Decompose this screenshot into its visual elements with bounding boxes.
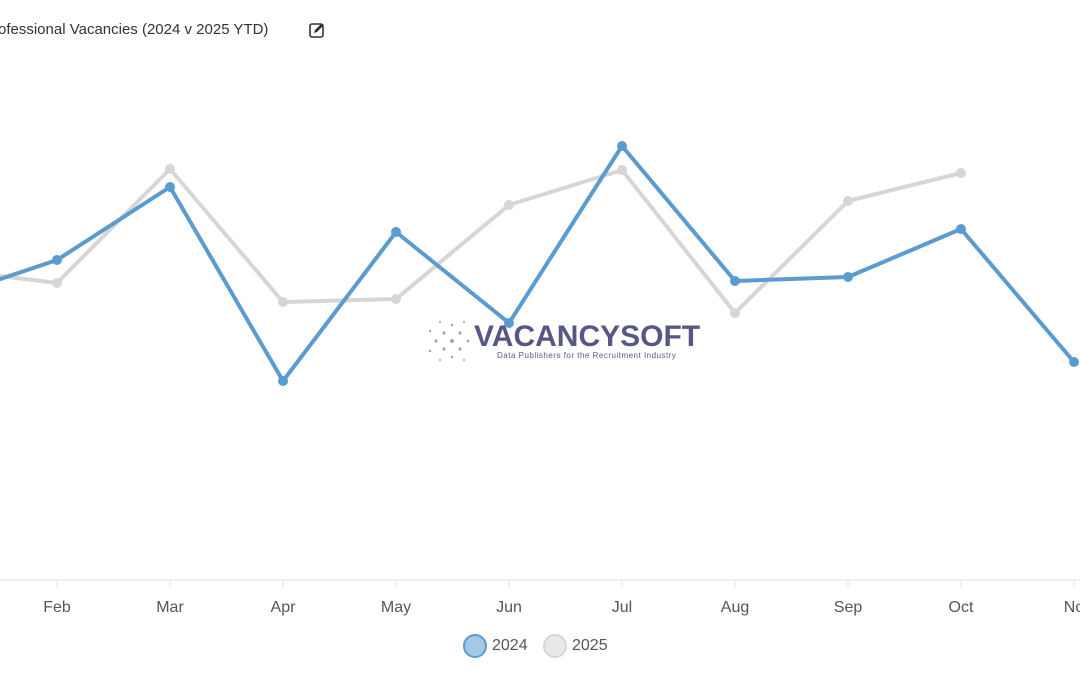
data-point [1069,357,1079,367]
legend-swatch [543,634,567,658]
data-point [617,165,627,175]
data-point [504,318,514,328]
data-point [391,227,401,237]
data-point [956,168,966,178]
x-tick-label: Mar [156,599,184,616]
legend-label: 2025 [572,637,608,654]
data-point [504,200,514,210]
x-tick-label: Jun [496,599,522,616]
data-point [278,376,288,386]
data-point [843,272,853,282]
data-point [730,308,740,318]
legend-swatch [463,634,487,658]
data-point [165,182,175,192]
data-point [617,141,627,151]
data-point [956,224,966,234]
x-tick-label: May [381,599,411,616]
watermark-tagline: Data Publishers for the Recruitment Indu… [497,351,676,360]
data-point [391,294,401,304]
x-tick-label: Jul [612,599,632,616]
data-point [52,278,62,288]
x-tick-label: Apr [271,599,297,616]
data-point [843,196,853,206]
data-point [165,164,175,174]
data-point [52,255,62,265]
x-tick-label: Oct [949,599,974,616]
chart-title: ofessional Vacancies (2024 v 2025 YTD) [0,21,268,38]
legend-label: 2024 [492,637,528,654]
data-point [278,297,288,307]
x-tick-label: Feb [43,599,71,616]
edit-icon[interactable] [309,23,324,38]
x-tick-label: Sep [834,599,863,616]
x-tick-label: No [1064,599,1080,616]
data-point [730,276,740,286]
watermark: VACANCYSOFT Data Publishers for the Recr… [428,320,700,362]
x-tick-label: Aug [721,599,749,616]
series-line [0,167,962,315]
